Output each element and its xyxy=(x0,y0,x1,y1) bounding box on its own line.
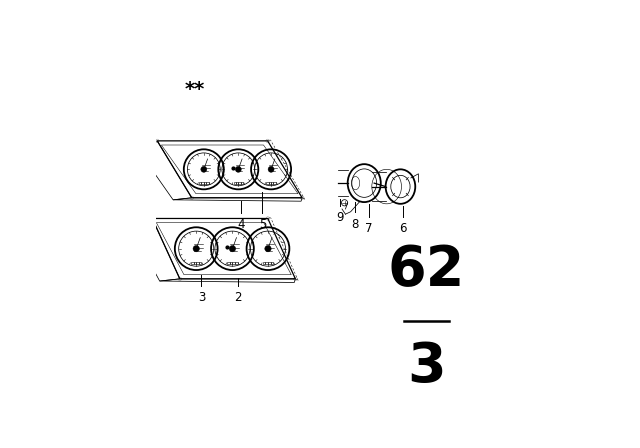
Text: 7: 7 xyxy=(365,222,372,235)
Bar xyxy=(227,262,230,264)
Bar xyxy=(266,181,269,184)
Text: 6: 6 xyxy=(399,222,407,235)
Text: 2: 2 xyxy=(235,291,242,304)
Bar xyxy=(199,181,202,184)
Bar xyxy=(268,262,271,264)
Text: 9: 9 xyxy=(337,211,344,224)
Bar xyxy=(202,181,204,184)
Circle shape xyxy=(229,246,236,252)
Bar xyxy=(204,181,206,184)
Bar xyxy=(241,181,243,184)
Bar xyxy=(230,262,232,264)
Bar xyxy=(269,181,271,184)
Circle shape xyxy=(201,166,207,172)
Bar xyxy=(273,181,276,184)
Text: 3: 3 xyxy=(407,340,445,394)
Bar xyxy=(235,262,237,264)
Bar xyxy=(191,262,194,264)
Bar xyxy=(236,181,238,184)
Bar xyxy=(234,181,236,184)
Bar xyxy=(271,262,273,264)
Text: **: ** xyxy=(185,81,205,99)
Bar xyxy=(194,262,196,264)
Circle shape xyxy=(236,166,241,172)
Circle shape xyxy=(268,166,274,172)
Text: 4: 4 xyxy=(237,218,245,231)
Bar xyxy=(271,181,273,184)
Bar xyxy=(238,181,241,184)
Text: 3: 3 xyxy=(198,291,205,304)
Text: 8: 8 xyxy=(351,218,358,231)
Bar xyxy=(232,262,235,264)
Bar xyxy=(266,262,268,264)
Bar xyxy=(206,181,209,184)
Text: 62: 62 xyxy=(388,243,465,297)
Text: 5: 5 xyxy=(259,218,266,231)
Circle shape xyxy=(193,246,200,252)
Bar xyxy=(199,262,202,264)
Circle shape xyxy=(265,246,271,252)
Bar xyxy=(263,262,266,264)
Bar xyxy=(196,262,199,264)
